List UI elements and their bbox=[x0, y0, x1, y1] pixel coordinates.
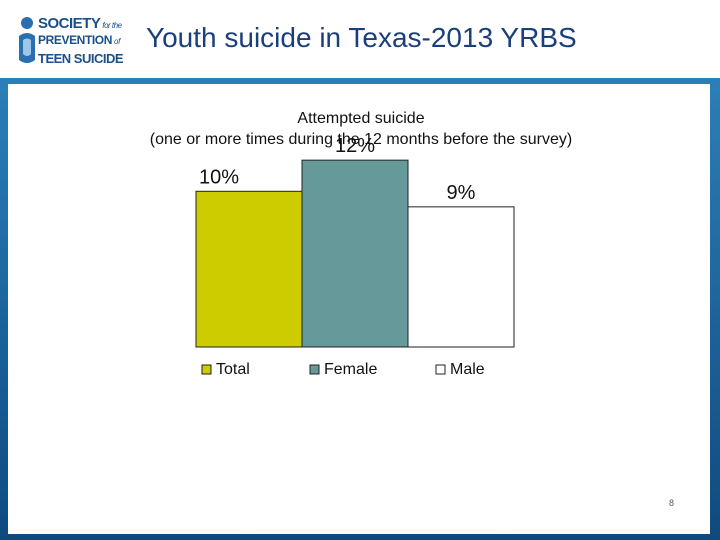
data-label-female: 12% bbox=[335, 135, 375, 157]
chart-title-block: Attempted suicide (one or more times dur… bbox=[0, 108, 720, 150]
page-title: Youth suicide in Texas-2013 YRBS bbox=[146, 22, 577, 53]
legend-label-female: Female bbox=[324, 361, 377, 378]
bar-total bbox=[195, 190, 303, 348]
logo-line2-small: of bbox=[114, 37, 120, 46]
chart-panel: Attempted suicide (one or more times dur… bbox=[8, 84, 710, 534]
logo-line1-small: for the bbox=[102, 21, 122, 30]
bar-male bbox=[407, 206, 515, 348]
blue-frame: Attempted suicide (one or more times dur… bbox=[0, 78, 720, 540]
logo-line3: TEEN SUICIDE bbox=[38, 51, 124, 66]
slide-header: SOCIETY for the PREVENTION of TEEN SUICIDE… bbox=[0, 0, 720, 78]
bar-chart: 10% 12% 9% Total Female Male bbox=[195, 135, 515, 378]
legend-swatch-female bbox=[309, 364, 320, 375]
page-number: 8 bbox=[669, 498, 675, 508]
data-label-male: 9% bbox=[447, 182, 476, 204]
chart-title: Attempted suicide bbox=[297, 110, 425, 127]
logo-line1: SOCIETY bbox=[38, 15, 101, 32]
legend-swatch-male bbox=[435, 364, 446, 375]
logo-line2: PREVENTION bbox=[38, 33, 113, 47]
bar-female bbox=[301, 159, 409, 348]
spts-logo: SOCIETY for the PREVENTION of TEEN SUICIDE bbox=[8, 8, 134, 70]
legend-label-total: Total bbox=[216, 361, 250, 378]
legend-label-male: Male bbox=[450, 361, 485, 378]
chart-subtitle: (one or more times during the 12 months … bbox=[149, 131, 573, 148]
logo-figure-icon bbox=[19, 17, 35, 63]
legend-swatch-total bbox=[201, 364, 212, 375]
data-label-total: 10% bbox=[199, 166, 239, 188]
